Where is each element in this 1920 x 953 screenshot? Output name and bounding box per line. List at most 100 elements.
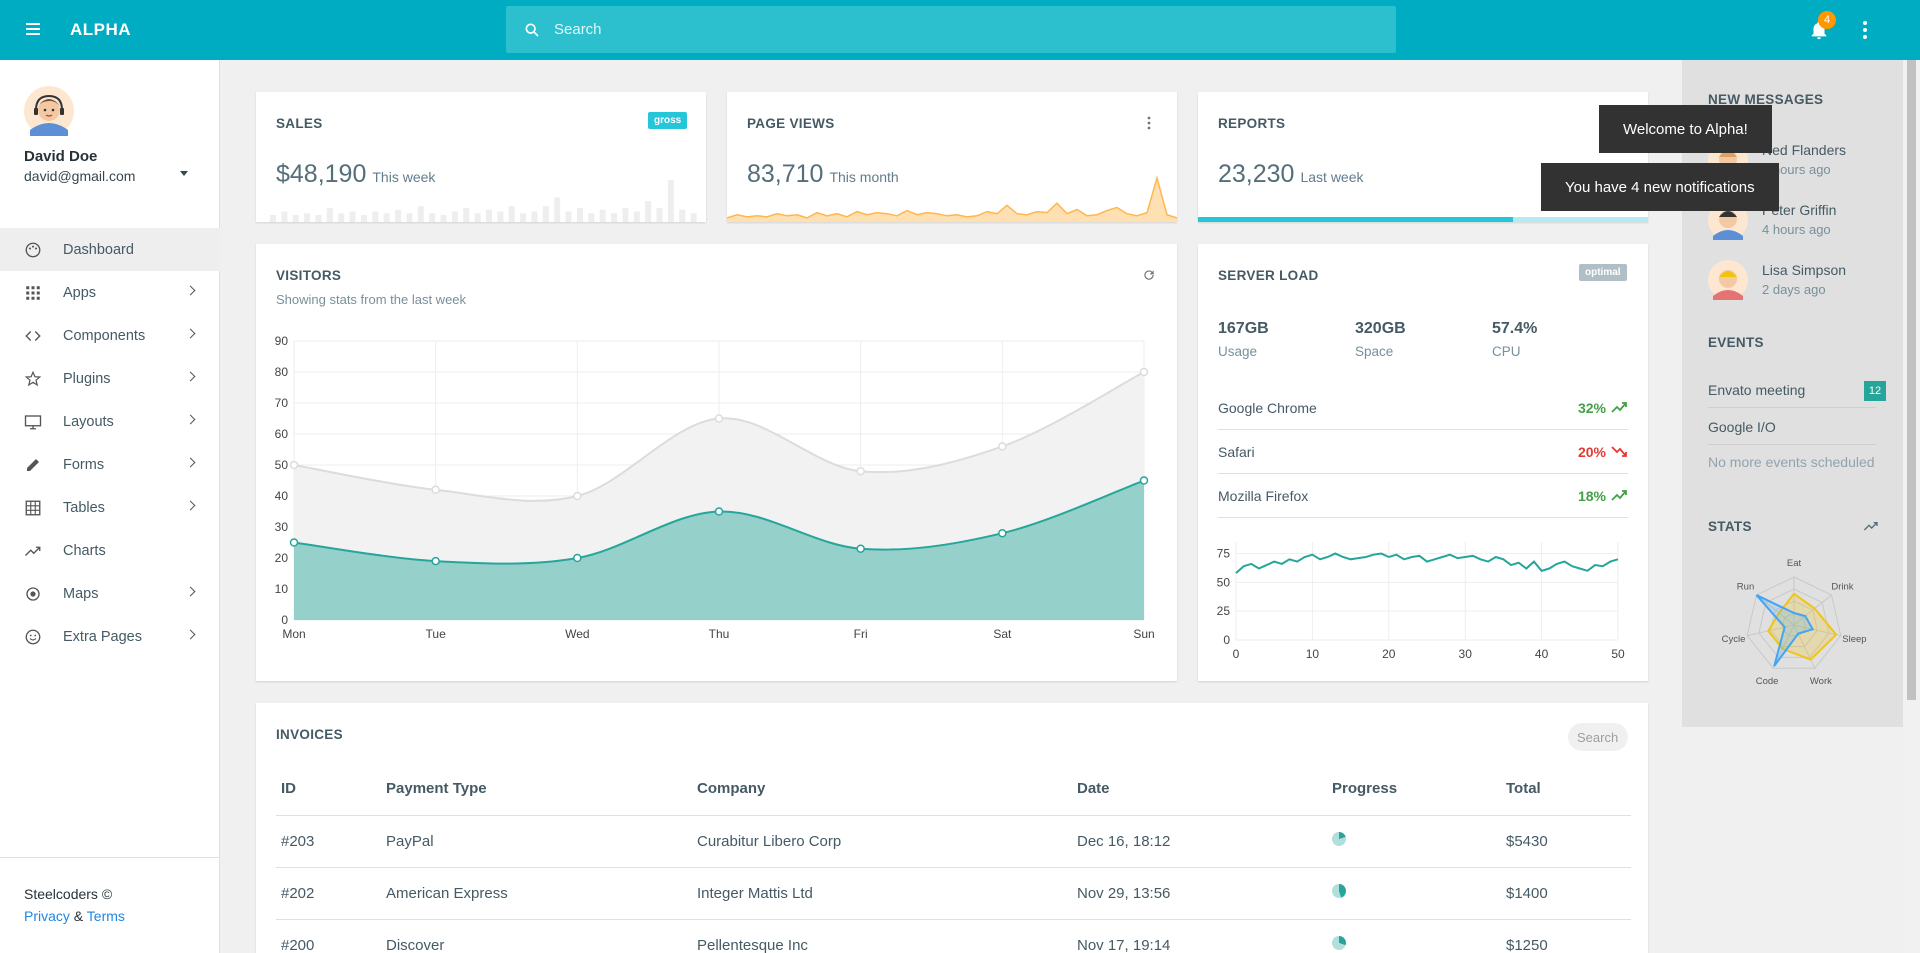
sidebar-item-plugins[interactable]: Plugins	[0, 357, 220, 400]
event-item[interactable]: Google I/O	[1708, 409, 1876, 445]
data-point[interactable]	[1139, 367, 1149, 377]
more-vertical-icon[interactable]	[1860, 20, 1870, 40]
progress-cell	[1327, 815, 1501, 868]
scrollbar-thumb[interactable]	[1907, 60, 1916, 700]
search-bar[interactable]	[506, 6, 1396, 53]
stat-value: 167GB	[1218, 320, 1269, 337]
sidebar-item-label: Charts	[63, 542, 106, 559]
visitors-chart: 0 10 20 30 40 50 60 70 80 90 Mon Tue Wed Thu Fri Sat Sun	[275, 334, 1155, 641]
palette-icon	[25, 242, 41, 257]
data-point[interactable]	[431, 485, 440, 495]
sidebar-item-maps[interactable]: Maps	[0, 572, 220, 615]
sidebar-item-forms[interactable]: Forms	[0, 443, 220, 486]
profile-dropdown-caret-icon[interactable]	[180, 171, 188, 176]
sidebar-item-charts[interactable]: Charts	[0, 529, 220, 572]
radar-axis-label: Code	[1756, 676, 1779, 687]
data-point[interactable]	[714, 414, 724, 423]
radar-axis-label: Work	[1810, 676, 1832, 687]
radar-axis-label: Run	[1737, 581, 1754, 592]
progress-cell	[1327, 867, 1501, 920]
x-tick-label: 10	[1306, 647, 1320, 661]
welcome-toast[interactable]: Welcome to Alpha!	[1599, 105, 1772, 153]
notifications-toast[interactable]: You have 4 new notifications	[1541, 163, 1779, 211]
sidebar-item-label: Components	[63, 327, 146, 344]
data-point[interactable]	[431, 556, 440, 566]
sidebar: David Doe david@gmail.com Dashboard Apps C…	[0, 60, 220, 953]
invoice-search-input[interactable]	[1568, 723, 1628, 751]
spark-bar	[349, 211, 356, 222]
column-header[interactable]: Date	[1072, 763, 1327, 816]
sidebar-item-extra-pages[interactable]: Extra Pages	[0, 615, 220, 658]
sales-sparkline	[270, 180, 697, 222]
spark-bar	[645, 201, 652, 222]
x-tick-label: 20	[1382, 647, 1396, 661]
trending-up-icon[interactable]	[1863, 520, 1879, 532]
event-label: Envato meeting	[1708, 382, 1806, 398]
sidebar-item-layouts[interactable]: Layouts	[0, 400, 220, 443]
company: Curabitur Libero Corp	[692, 815, 1072, 868]
sidebar-item-dashboard[interactable]: Dashboard	[0, 228, 220, 271]
radar-series	[1767, 592, 1838, 661]
sidebar-item-label: Extra Pages	[63, 628, 142, 645]
sidebar-item-apps[interactable]: Apps	[0, 271, 220, 314]
data-point[interactable]	[289, 460, 299, 470]
browser-row: Google Chrome 32%	[1218, 386, 1628, 430]
reports-value: 23,230 Last week	[1218, 160, 1364, 189]
y-tick-label: 10	[275, 582, 289, 596]
x-tick-label: 50	[1611, 647, 1625, 661]
sidebar-item-tables[interactable]: Tables	[0, 486, 220, 529]
page-views-amount: 83,710	[747, 160, 824, 188]
trend-up-icon	[1611, 490, 1627, 501]
data-point[interactable]	[1139, 476, 1149, 485]
table-row[interactable]: #202 American Express Integer Mattis Ltd No…	[276, 867, 1631, 920]
column-header[interactable]: Progress	[1327, 763, 1501, 816]
spark-bar	[576, 208, 583, 222]
sidebar-item-components[interactable]: Components	[0, 314, 220, 357]
card-title: INVOICES	[276, 727, 343, 742]
hamburger-menu-icon[interactable]	[22, 20, 44, 40]
data-point[interactable]	[573, 553, 582, 563]
spark-bar	[395, 209, 402, 222]
spark-bar	[611, 213, 618, 222]
data-point[interactable]	[998, 442, 1007, 451]
spark-bar	[679, 209, 686, 222]
event-item[interactable]: Envato meeting 12	[1708, 372, 1886, 408]
refresh-icon[interactable]	[1142, 268, 1156, 282]
radar-axis-label: Cycle	[1722, 634, 1746, 645]
data-point[interactable]	[573, 491, 582, 501]
card-title: SALES	[276, 116, 323, 131]
data-point[interactable]	[856, 544, 865, 553]
no-events-text: No more events scheduled	[1708, 454, 1875, 470]
data-point[interactable]	[998, 528, 1007, 538]
spark-bar	[497, 211, 504, 222]
search-input[interactable]	[554, 21, 1354, 38]
column-header[interactable]: ID	[276, 763, 381, 816]
more-vertical-icon[interactable]	[1145, 116, 1153, 130]
trending-up-icon	[25, 546, 41, 556]
spark-bar	[520, 213, 527, 222]
avatar	[1708, 260, 1748, 300]
profile-avatar[interactable]	[24, 86, 74, 139]
terms-link[interactable]: Terms	[86, 908, 125, 924]
privacy-link[interactable]: Privacy	[24, 908, 70, 924]
table-row[interactable]: #203 PayPal Curabitur Libero Corp Dec 16, 1…	[276, 815, 1631, 868]
column-header[interactable]: Total	[1501, 763, 1631, 816]
message-item[interactable]: Lisa Simpson 2 days ago	[1708, 260, 1888, 306]
column-header[interactable]: Payment Type	[381, 763, 692, 816]
event-label: Google I/O	[1708, 419, 1776, 435]
right-side-panel: NEW MESSAGES Ned Flanders 2 hours ago Pete…	[1682, 60, 1905, 727]
sidebar-item-label: Plugins	[63, 370, 111, 387]
radar-series	[1755, 594, 1815, 667]
table-row[interactable]: #200 Discover Pellentesque Inc Nov 17, 19:1…	[276, 919, 1631, 953]
server-load-card: SERVER LOAD optimal 167GB Usage 320GB Spac…	[1198, 244, 1648, 681]
page-scrollbar[interactable]	[1903, 60, 1920, 953]
radar-grid	[1781, 612, 1807, 637]
data-point[interactable]	[714, 507, 724, 516]
brand-logo[interactable]: ALPHA	[70, 20, 132, 39]
invoice-total: $5430	[1501, 815, 1631, 868]
data-point[interactable]	[289, 538, 299, 547]
data-point[interactable]	[856, 466, 865, 476]
radar-axis-label: Drink	[1831, 581, 1853, 592]
avatar	[24, 86, 74, 136]
column-header[interactable]: Company	[692, 763, 1072, 816]
